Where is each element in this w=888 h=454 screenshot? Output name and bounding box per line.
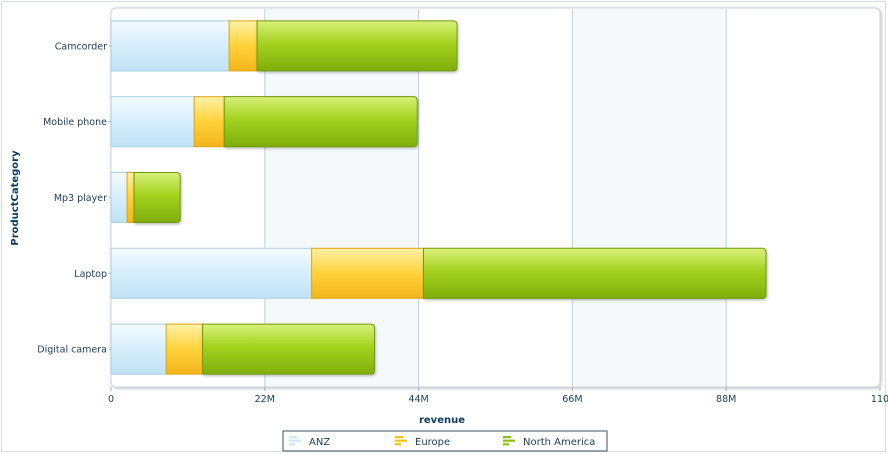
bar-segment[interactable] [311,247,424,299]
legend-swatch-icon [289,436,301,446]
y-axis-title: ProductCategory [10,150,21,246]
bar-segment[interactable] [165,323,204,375]
legend-label[interactable]: Europe [415,437,450,448]
legend-box [282,430,608,452]
bar-segment[interactable] [228,20,258,72]
legend-label[interactable]: ANZ [309,437,330,448]
bar-group [110,96,418,148]
x-tick-label: 44M [408,394,428,405]
bar-segment[interactable] [256,20,458,72]
plot-area [110,7,881,388]
bar-segment[interactable] [110,247,313,299]
bar-group [110,171,181,224]
bar-segment[interactable] [193,96,225,148]
x-axis-title: revenue [419,415,465,426]
bar-segment[interactable] [133,171,181,224]
y-tick-label: Camcorder [55,41,107,52]
legend: ANZ Europe North America [282,430,608,452]
bar-segment[interactable] [126,171,135,224]
legend-swatch-icon [503,436,515,446]
legend-swatch-icon [395,436,407,446]
bar-segment[interactable] [223,96,418,148]
x-tick-label: 88M [716,394,736,405]
x-tick-label: 0 [108,394,114,405]
bar-group [110,323,376,375]
bar-segment[interactable] [110,20,230,72]
grid-band [264,9,419,386]
y-tick-label: Mp3 player [54,193,107,204]
bar-segment[interactable] [202,323,376,375]
axes: Camcorder Mobile phone Mp3 player Laptop Dig… [37,41,888,405]
bar-group [110,247,767,299]
bar-group [110,20,458,72]
bar-segment[interactable] [110,96,195,148]
legend-label[interactable]: North America [523,437,595,448]
y-tick-label: Laptop [74,269,107,280]
bar-segment[interactable] [110,171,128,224]
x-tick-label: 22M [255,394,275,405]
grid-band [572,9,727,386]
x-tick-label: 110 [871,394,888,405]
y-tick-label: Mobile phone [43,117,107,128]
x-tick-label: 66M [562,394,582,405]
bar-segment[interactable] [422,247,767,299]
bar-segment[interactable] [110,323,167,375]
y-tick-label: Digital camera [37,345,107,356]
